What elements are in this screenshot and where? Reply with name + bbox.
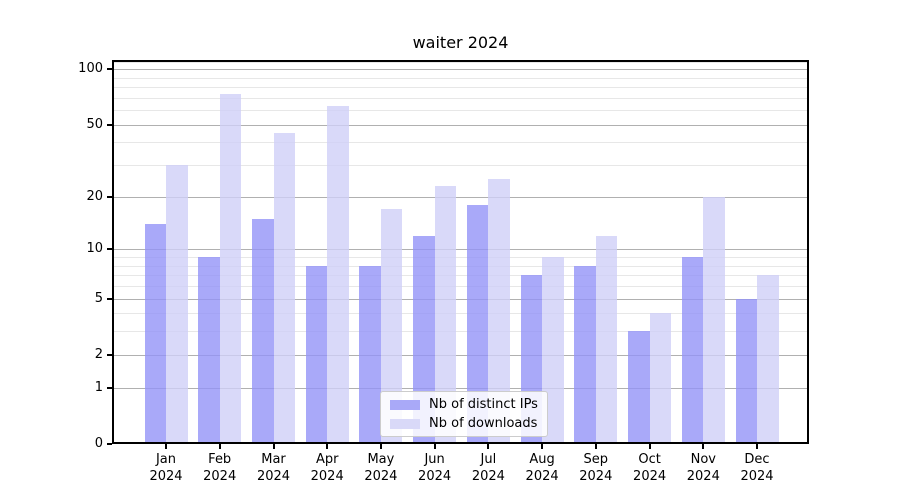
bar-s0-m5	[359, 265, 381, 444]
gridline-major-2	[112, 354, 809, 356]
gridline-major-5	[112, 298, 809, 300]
x-tick-mark-10	[648, 444, 651, 449]
y-tick-mark-20	[107, 195, 112, 198]
y-tick-mark-5	[107, 297, 112, 300]
y-axis: 0 1 2 5 10 20 50 100	[0, 0, 112, 500]
x-tick-mark-12	[756, 444, 758, 449]
gridline-major-100	[112, 69, 809, 71]
y-tick-label-20: 20	[86, 188, 103, 204]
x-tick-mark-2	[218, 444, 221, 449]
x-tick-mark-5	[379, 444, 382, 449]
x-tick-label-9: Sep 2024	[579, 452, 613, 484]
y-tick-label-5: 5	[94, 290, 103, 306]
bar-s1-m1	[166, 165, 188, 444]
y-tick-label-10: 10	[86, 241, 103, 257]
legend-item-distinct-ips: Nb of distinct IPs	[390, 397, 538, 412]
bar-s0-m9	[574, 265, 596, 444]
chart-title: waiter 2024	[412, 33, 509, 52]
legend-label-distinct-ips: Nb of distinct IPs	[429, 397, 538, 412]
bar-s0-m10	[628, 331, 650, 444]
y-tick-mark-100	[107, 68, 112, 71]
x-tick-mark-7	[487, 444, 490, 449]
x-tick-label-4: Apr 2024	[310, 452, 344, 484]
gridline-minor-70	[112, 97, 809, 99]
x-tick-label-7: Jul 2024	[471, 452, 505, 484]
bar-s0-m1	[144, 224, 166, 444]
gridline-minor-3	[112, 331, 809, 333]
gridline-minor-60	[112, 110, 809, 112]
gridline-minor-4	[112, 313, 809, 315]
y-tick-label-50: 50	[86, 116, 103, 132]
bar-s1-m12	[757, 275, 779, 444]
bar-s1-m2	[219, 94, 242, 444]
bar-s1-m3	[273, 133, 295, 444]
legend-swatch-downloads	[390, 418, 420, 429]
x-tick-label-12: Dec 2024	[740, 452, 774, 484]
legend-swatch-distinct-ips	[390, 399, 420, 410]
x-tick-label-3: Mar 2024	[256, 452, 291, 484]
legend-label-downloads: Nb of downloads	[429, 416, 538, 431]
bar-s0-m3	[252, 218, 274, 444]
x-axis: Jan 2024 Feb 2024 Mar 2024 Apr 2024 May 2024 Jun 20…	[112, 444, 809, 500]
legend-item-downloads: Nb of downloads	[390, 416, 538, 431]
gridline-minor-110	[112, 61, 809, 63]
gridline-major-1	[112, 387, 809, 389]
y-tick-mark-1	[107, 386, 112, 389]
bar-s1-m11	[703, 196, 725, 444]
legend: Nb of distinct IPs Nb of downloads	[380, 391, 548, 437]
x-tick-label-10: Oct 2024	[633, 452, 667, 484]
gridline-minor-7	[112, 275, 809, 277]
x-tick-mark-9	[594, 444, 597, 449]
gridline-minor-8	[112, 265, 809, 267]
y-tick-label-1: 1	[94, 379, 103, 395]
y-tick-mark-0	[107, 443, 112, 445]
x-tick-mark-1	[165, 444, 167, 449]
gridline-major-50	[112, 124, 809, 126]
x-tick-label-2: Feb 2024	[203, 452, 237, 484]
bar-s1-m7	[488, 179, 510, 444]
y-tick-label-0: 0	[94, 436, 103, 451]
x-tick-label-6: Jun 2024	[418, 452, 452, 484]
y-tick-label-2: 2	[94, 346, 103, 362]
x-tick-mark-3	[272, 444, 275, 449]
x-tick-mark-4	[326, 444, 329, 449]
x-tick-label-5: May 2024	[364, 452, 398, 484]
bar-s1-m4	[327, 106, 349, 444]
plot-area: Nb of distinct IPs Nb of downloads	[112, 60, 809, 444]
bar-s0-m12	[735, 298, 757, 444]
bar-s0-m2	[198, 257, 220, 444]
gridline-minor-90	[112, 77, 809, 79]
gridline-major-20	[112, 196, 809, 198]
x-tick-label-1: Jan 2024	[149, 452, 183, 484]
gridline-major-10	[112, 249, 809, 251]
bar-s1-m9	[595, 235, 618, 444]
gridline-minor-9	[112, 257, 809, 258]
bar-s0-m4	[305, 265, 328, 444]
x-tick-mark-11	[702, 444, 705, 449]
gridline-minor-80	[112, 87, 809, 88]
x-tick-label-11: Nov 2024	[686, 452, 720, 484]
gridline-minor-40	[112, 142, 809, 144]
x-tick-label-8: Aug 2024	[525, 452, 559, 484]
y-tick-mark-50	[107, 123, 112, 126]
y-tick-label-100: 100	[78, 61, 103, 77]
y-tick-mark-10	[107, 248, 112, 251]
bar-s0-m11	[681, 257, 704, 444]
bar-s0-m7	[466, 204, 489, 444]
x-tick-mark-6	[433, 444, 436, 449]
bar-s1-m5	[380, 209, 403, 444]
bar-s1-m6	[434, 185, 457, 444]
y-tick-mark-2	[107, 353, 112, 356]
x-tick-mark-8	[541, 444, 544, 449]
gridline-minor-6	[112, 285, 809, 287]
gridline-minor-30	[112, 165, 809, 167]
bar-s1-m10	[649, 313, 672, 444]
